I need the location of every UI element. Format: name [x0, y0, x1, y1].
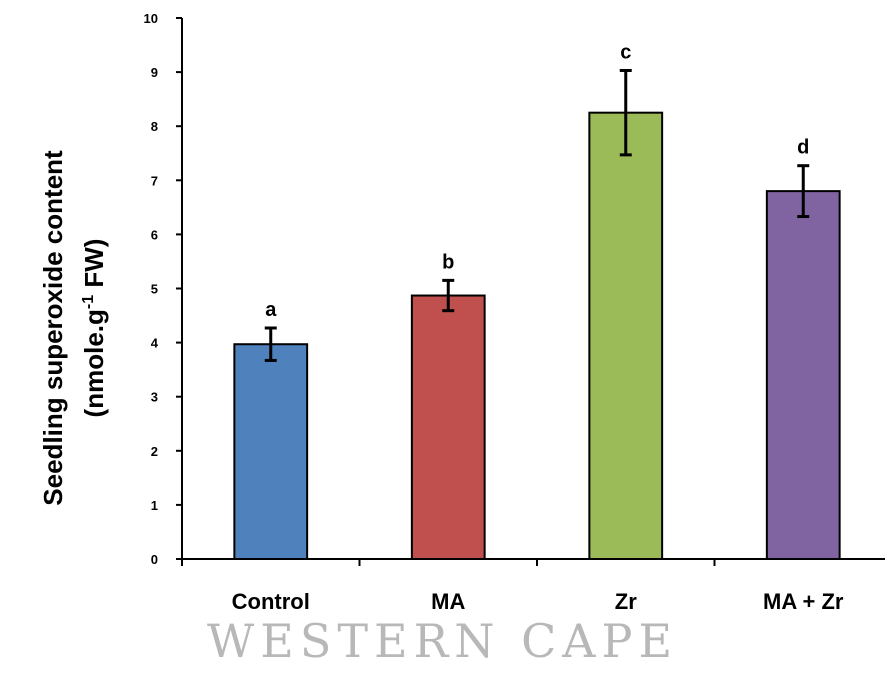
- bar: [233, 343, 309, 560]
- bar: [410, 294, 486, 560]
- y-axis-title: Seedling superoxide content: [38, 150, 68, 506]
- y-tick-label: 6: [151, 227, 158, 242]
- y-tick-label: 1: [151, 498, 158, 513]
- y-tick-label: 4: [151, 336, 159, 351]
- y-tick-label: 5: [151, 282, 158, 297]
- y-axis-title-line2: (nmole.g-1 FW): [79, 239, 109, 418]
- bar: [765, 190, 841, 560]
- watermark-text: WESTERN CAPE: [206, 614, 679, 668]
- significance-label: c: [620, 41, 631, 63]
- y-tick-label: 7: [151, 173, 158, 188]
- y-tick-label: 2: [151, 444, 158, 459]
- x-axis: Control MA Zr MA + Zr: [181, 558, 885, 614]
- y-axis-title-units: (nmole.g-1 FW): [79, 239, 109, 418]
- significance-label: d: [797, 137, 809, 159]
- x-tick-label: Zr: [615, 589, 637, 614]
- x-tick-label: MA + Zr: [763, 589, 844, 614]
- y-axis-unit-prefix: (nmole.g: [79, 309, 109, 417]
- error-bars: [264, 68, 810, 362]
- significance-label: b: [442, 251, 454, 273]
- y-axis-unit-suffix: FW): [79, 239, 109, 295]
- significance-labels: a b c d: [265, 41, 809, 321]
- y-tick-label: 3: [151, 390, 158, 405]
- bar: [588, 111, 664, 561]
- x-tick-label: Control: [232, 589, 310, 614]
- x-tick-label: MA: [431, 589, 465, 614]
- y-axis: 0 1 2 3 4 5 6 7 8 9 10: [144, 11, 183, 567]
- y-tick-label: 8: [151, 119, 158, 134]
- y-axis-title-line1: Seedling superoxide content: [38, 150, 68, 506]
- y-tick-label: 0: [151, 552, 158, 567]
- y-axis-unit-superscript: -1: [80, 295, 97, 309]
- y-tick-label: 10: [144, 11, 158, 26]
- significance-label: a: [265, 299, 277, 321]
- y-tick-label: 9: [151, 65, 158, 80]
- bars: [233, 111, 841, 561]
